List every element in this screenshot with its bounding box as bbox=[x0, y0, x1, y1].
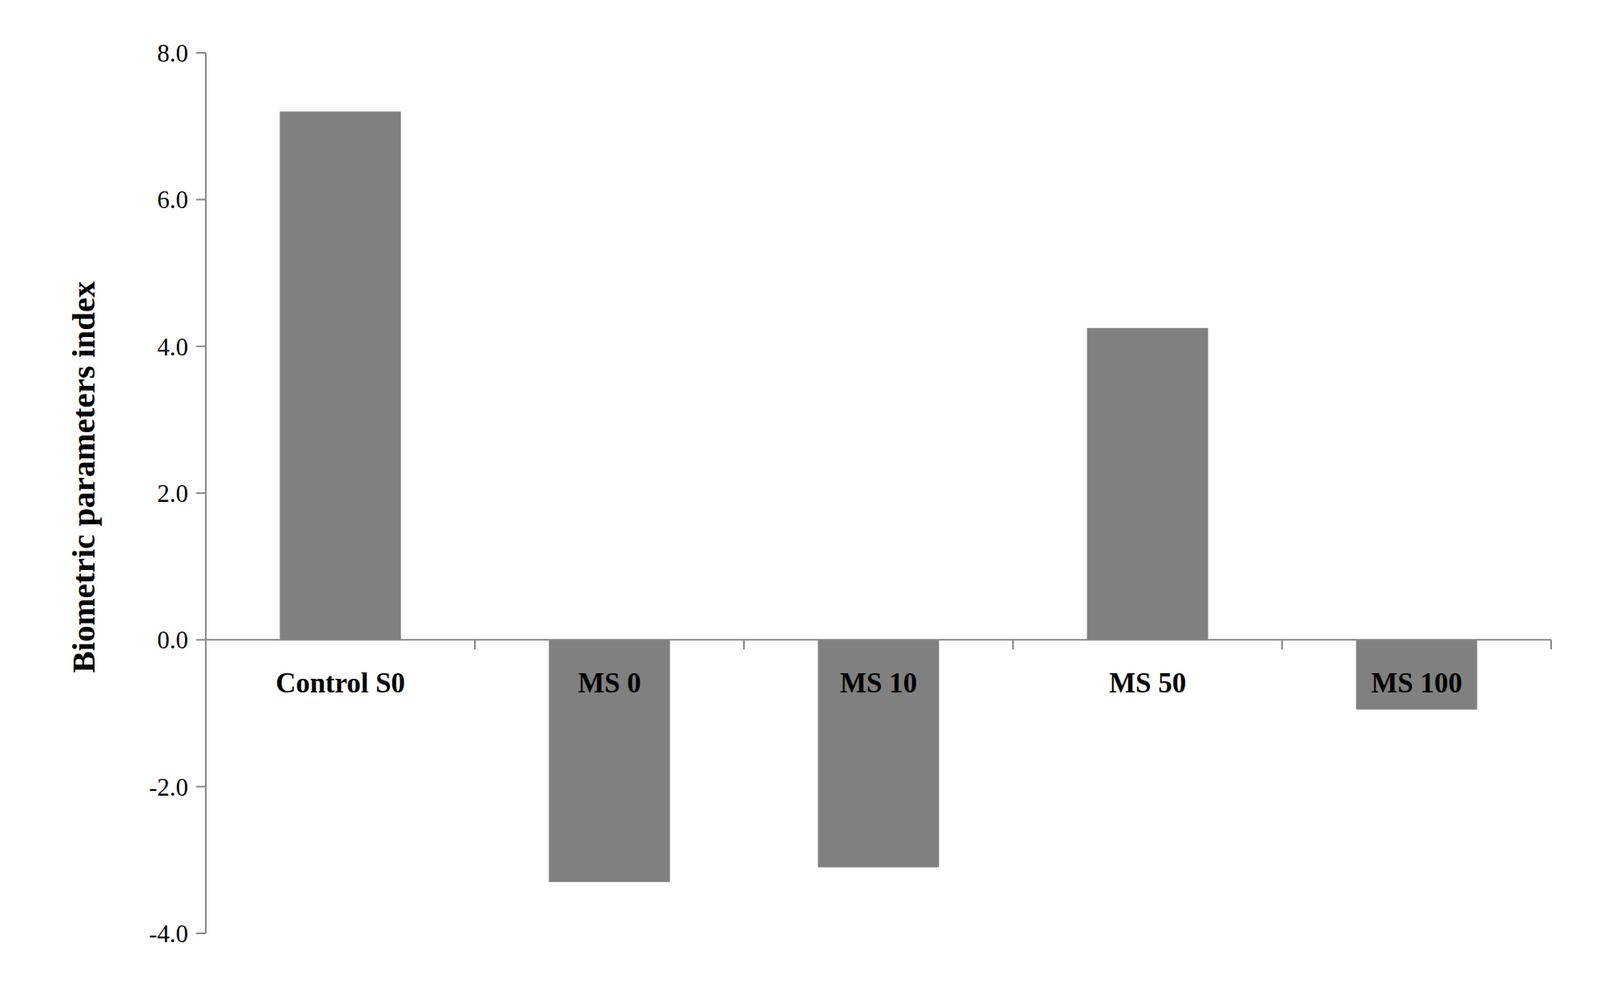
x-divider-tick bbox=[1012, 639, 1014, 650]
bar bbox=[1355, 639, 1477, 710]
chart-container: -4.0 -2.0 0.0 2.0 4.0 6.0 8.0 Control S0 MS 0 MS … bbox=[0, 0, 1600, 983]
x-divider-tick bbox=[1550, 639, 1552, 650]
y-tick-label: 0.0 bbox=[156, 626, 189, 655]
bar bbox=[548, 639, 670, 882]
y-tick bbox=[196, 932, 206, 935]
y-tick-label: 4.0 bbox=[156, 333, 189, 362]
x-tick-label: Control S0 bbox=[275, 667, 406, 700]
y-tick-label: -4.0 bbox=[148, 920, 189, 949]
y-tick-label: 8.0 bbox=[156, 39, 189, 68]
bars bbox=[279, 111, 1477, 882]
x-divider-tick bbox=[474, 639, 476, 650]
x-tick-label: MS 0 bbox=[578, 667, 642, 700]
y-tick bbox=[196, 198, 206, 201]
y-tick bbox=[196, 492, 206, 495]
y-tick-label: 2.0 bbox=[156, 479, 189, 508]
y-tick bbox=[196, 52, 206, 54]
bar bbox=[279, 111, 401, 640]
chart: -4.0 -2.0 0.0 2.0 4.0 6.0 8.0 Control S0 MS 0 MS … bbox=[0, 0, 1600, 983]
bar bbox=[817, 639, 939, 868]
y-tick bbox=[196, 345, 206, 348]
y-tick bbox=[196, 786, 206, 788]
x-tick-label: MS 100 bbox=[1370, 667, 1463, 700]
x-axis bbox=[205, 639, 1552, 641]
y-tick bbox=[196, 639, 206, 641]
x-tick-label: MS 50 bbox=[1109, 667, 1186, 700]
bar bbox=[1086, 328, 1208, 641]
y-tick-label: -2.0 bbox=[148, 773, 189, 802]
y-tick-label: 6.0 bbox=[156, 185, 189, 214]
x-divider-tick bbox=[743, 639, 745, 650]
y-axis-title: Biometric parameters index bbox=[64, 281, 102, 674]
x-tick-label: MS 10 bbox=[840, 667, 917, 700]
x-divider-tick bbox=[1281, 639, 1283, 650]
